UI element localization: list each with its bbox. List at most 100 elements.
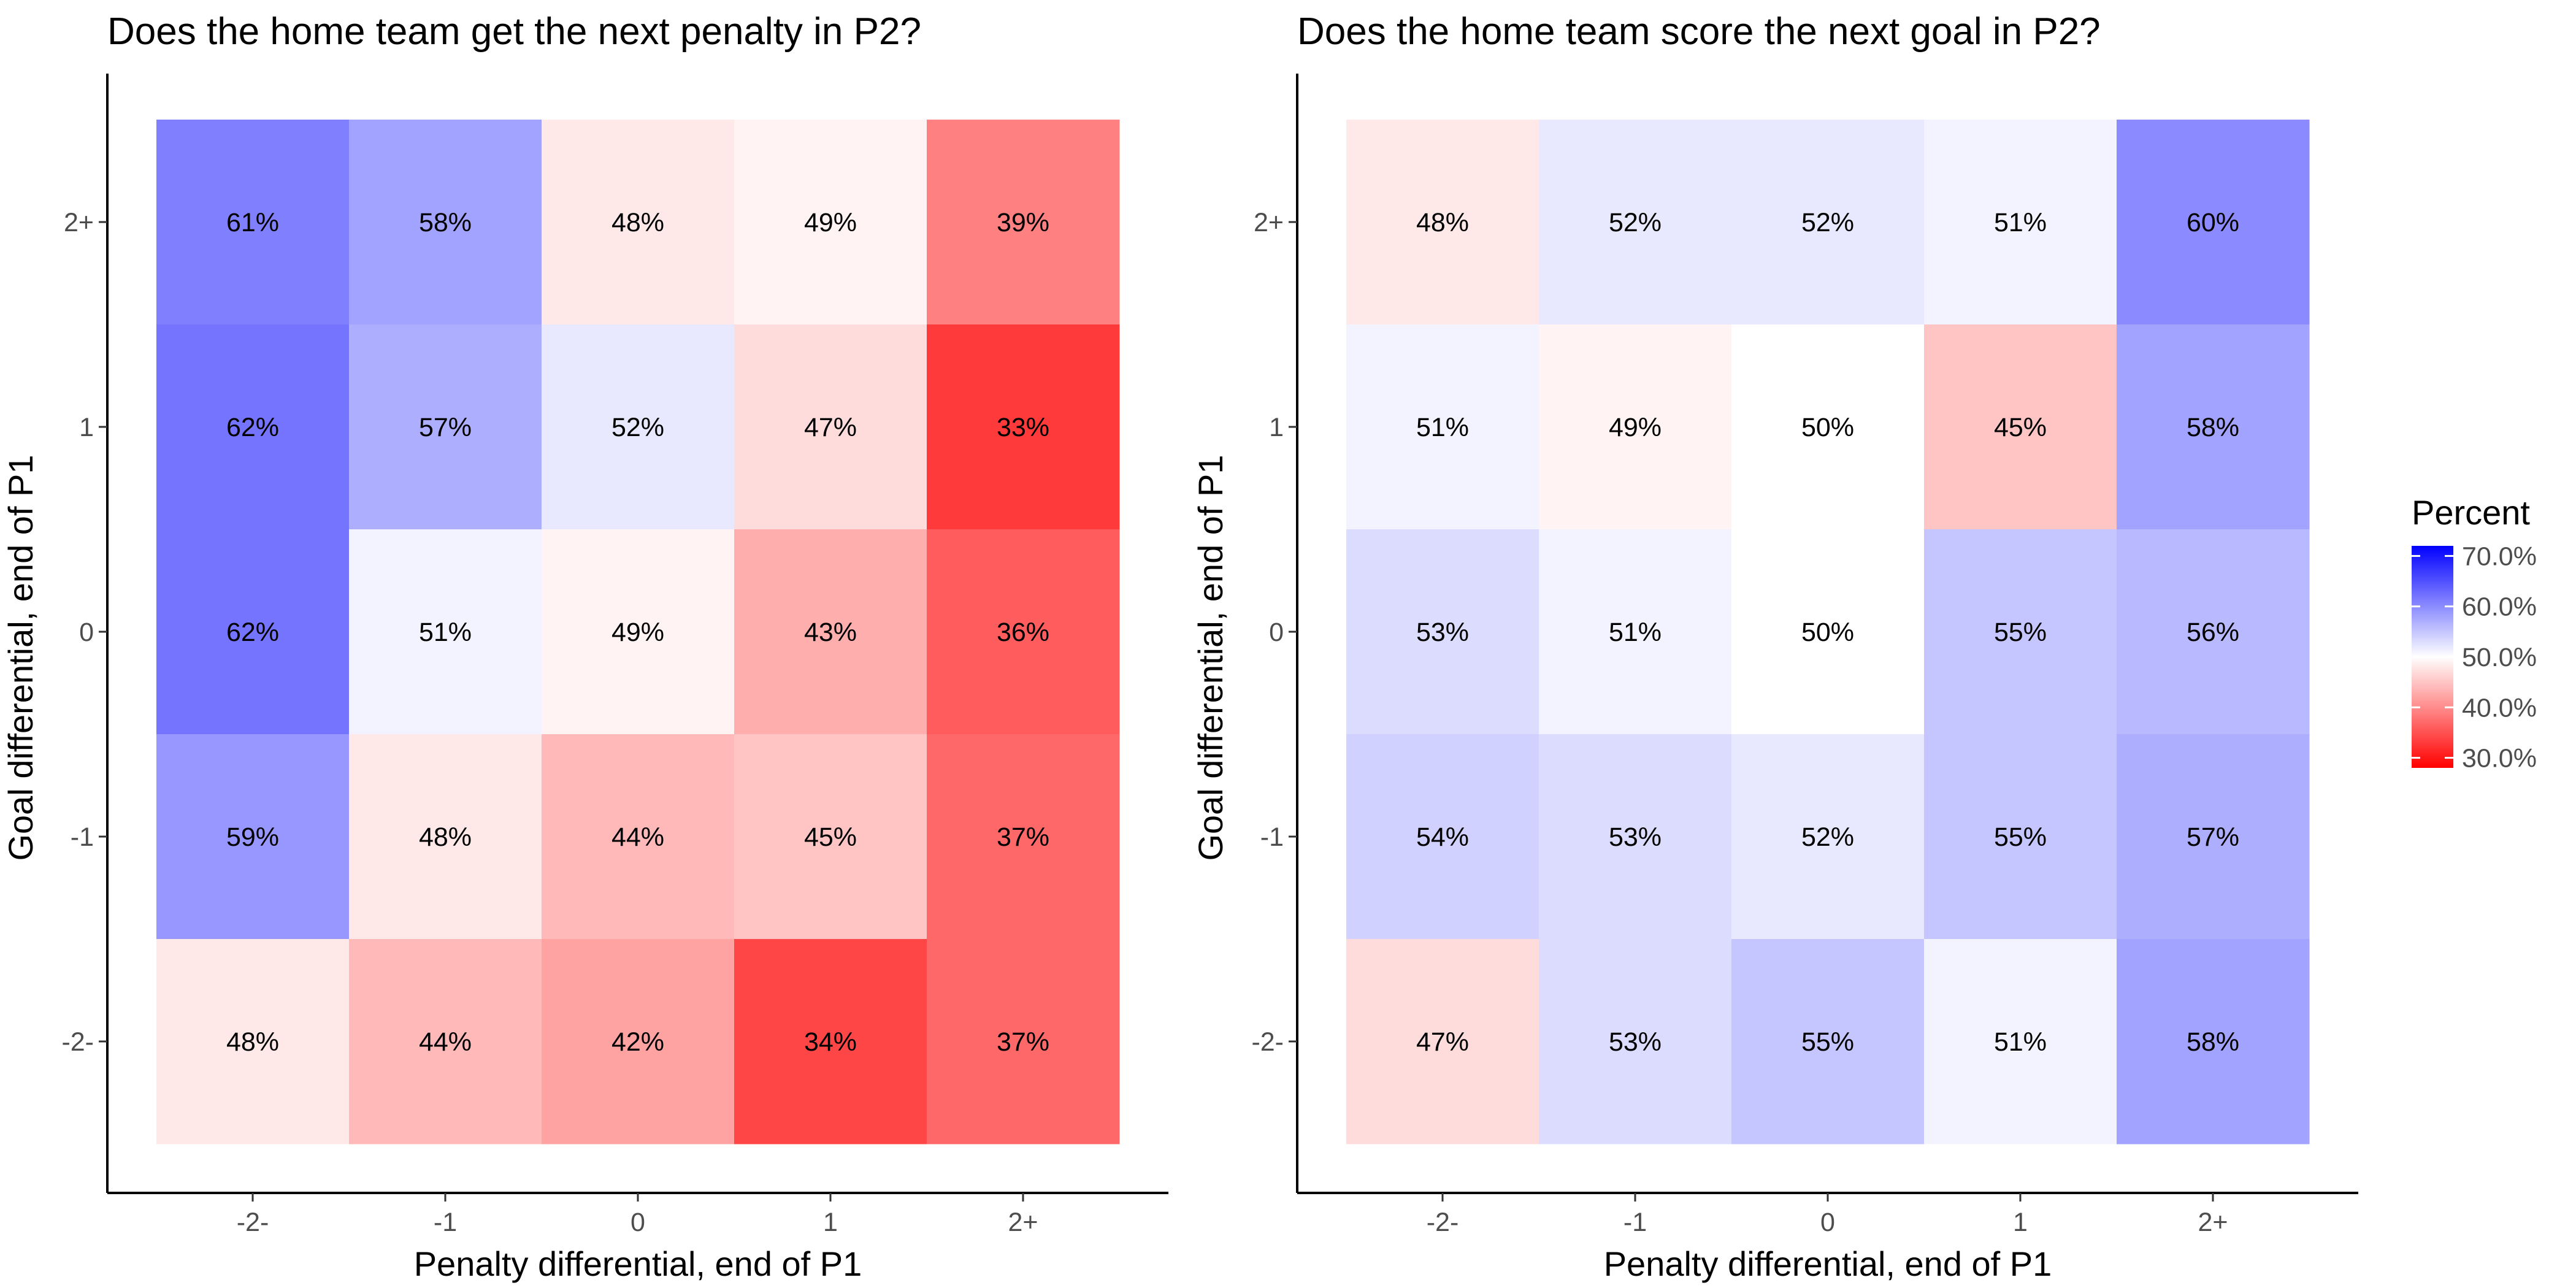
y-axis-title: Goal differential, end of P1: [1, 454, 40, 861]
x-tick-label: 0: [631, 1208, 645, 1237]
y-tick-label: 2+: [64, 208, 94, 237]
cell-value-label: 50%: [1801, 413, 1854, 442]
heatmap-cell: [1346, 324, 1539, 530]
heatmap-cell: [542, 734, 735, 940]
legend-tick-label: 70.0%: [2462, 542, 2537, 571]
x-tick-label: -2-: [1427, 1208, 1459, 1237]
y-tick-label: 2+: [1254, 208, 1284, 237]
heatmap-cell: [156, 939, 350, 1144]
heatmap-cell: [1731, 529, 1925, 735]
cell-value-label: 45%: [1994, 413, 2047, 442]
heatmap-cell: [1924, 939, 2117, 1144]
y-tick-label: -2-: [61, 1027, 94, 1057]
x-axis-title: Penalty differential, end of P1: [1604, 1244, 2052, 1283]
heatmap-cell: [734, 120, 927, 325]
heatmap-cell: [1539, 529, 1732, 735]
cell-value-label: 57%: [2187, 822, 2239, 852]
cell-value-label: 48%: [611, 208, 664, 237]
cell-value-label: 54%: [1416, 822, 1469, 852]
legend-title: Percent: [2412, 493, 2530, 532]
cell-value-label: 47%: [804, 413, 857, 442]
y-axis-title: Goal differential, end of P1: [1191, 454, 1230, 861]
cell-value-label: 56%: [2187, 618, 2239, 647]
heatmap-cell: [927, 324, 1120, 530]
heatmap-cell: [1924, 529, 2117, 735]
heatmap-cell: [2117, 529, 2310, 735]
cell-value-label: 49%: [1609, 413, 1662, 442]
cell-value-label: 59%: [226, 822, 279, 852]
cell-value-label: 47%: [1416, 1027, 1469, 1057]
heatmap-cell: [1346, 529, 1539, 735]
x-tick-label: -2-: [237, 1208, 269, 1237]
cell-value-label: 53%: [1609, 1027, 1662, 1057]
x-axis-title: Penalty differential, end of P1: [414, 1244, 862, 1283]
legend-tick-label: 60.0%: [2462, 592, 2537, 622]
heatmap-cell: [542, 529, 735, 735]
cell-value-label: 51%: [1416, 413, 1469, 442]
heatmap-cell: [1346, 120, 1539, 325]
x-tick-label: 1: [2013, 1208, 2028, 1237]
cell-value-label: 50%: [1801, 618, 1854, 647]
heatmap-cell: [156, 324, 350, 530]
heatmap-cell: [1731, 939, 1925, 1144]
cell-value-label: 53%: [1609, 822, 1662, 852]
heatmap-cell: [349, 939, 542, 1144]
x-tick-label: 2+: [1008, 1208, 1038, 1237]
cell-value-label: 58%: [2187, 1027, 2239, 1057]
cell-value-label: 36%: [997, 618, 1049, 647]
cell-value-label: 37%: [997, 1027, 1049, 1057]
cell-value-label: 58%: [419, 208, 472, 237]
heatmap-cell: [349, 529, 542, 735]
y-tick-label: -2-: [1251, 1027, 1284, 1057]
cell-value-label: 48%: [226, 1027, 279, 1057]
heatmap-cell: [1539, 939, 1732, 1144]
heatmap-cell: [542, 120, 735, 325]
cell-value-label: 43%: [804, 618, 857, 647]
y-tick-label: 1: [1269, 413, 1284, 442]
heatmap-cell: [349, 120, 542, 325]
heatmap-cell: [1924, 120, 2117, 325]
cell-value-label: 33%: [997, 413, 1049, 442]
heatmap-cell: [1539, 120, 1732, 325]
cell-value-label: 49%: [804, 208, 857, 237]
cell-value-label: 42%: [611, 1027, 664, 1057]
y-tick-label: -1: [1260, 822, 1284, 852]
cell-value-label: 37%: [997, 822, 1049, 852]
cell-value-label: 44%: [419, 1027, 472, 1057]
cell-value-label: 39%: [997, 208, 1049, 237]
heatmap-cell: [734, 734, 927, 940]
y-tick-label: 1: [79, 413, 94, 442]
cell-value-label: 51%: [1994, 208, 2047, 237]
cell-value-label: 34%: [804, 1027, 857, 1057]
heatmap-cell: [927, 734, 1120, 940]
heatmap-cell: [2117, 324, 2310, 530]
heatmap-cell: [349, 734, 542, 940]
heatmap-cell: [2117, 939, 2310, 1144]
cell-value-label: 60%: [2187, 208, 2239, 237]
goal-heatmap-panel: Does the home team score the next goal i…: [1191, 10, 2358, 1283]
heatmap-cell: [734, 324, 927, 530]
legend-tick-label: 40.0%: [2462, 693, 2537, 723]
heatmap-cell: [156, 529, 350, 735]
cell-value-label: 61%: [226, 208, 279, 237]
cell-value-label: 57%: [419, 413, 472, 442]
cell-value-label: 62%: [226, 618, 279, 647]
heatmap-cell: [1731, 324, 1925, 530]
heatmap-cell: [1346, 734, 1539, 940]
heatmap-cell: [542, 939, 735, 1144]
heatmap-cell: [734, 529, 927, 735]
cell-value-label: 55%: [1994, 822, 2047, 852]
heatmap-cell: [927, 939, 1120, 1144]
cell-value-label: 48%: [1416, 208, 1469, 237]
heatmap-cell: [2117, 734, 2310, 940]
cell-value-label: 48%: [419, 822, 472, 852]
cell-value-label: 51%: [419, 618, 472, 647]
x-tick-label: 0: [1820, 1208, 1835, 1237]
heatmap-cell: [927, 529, 1120, 735]
cell-value-label: 44%: [611, 822, 664, 852]
heatmap-cell: [156, 734, 350, 940]
heatmap-cell: [734, 939, 927, 1144]
legend-tick-label: 30.0%: [2462, 744, 2537, 773]
x-tick-label: 1: [823, 1208, 838, 1237]
